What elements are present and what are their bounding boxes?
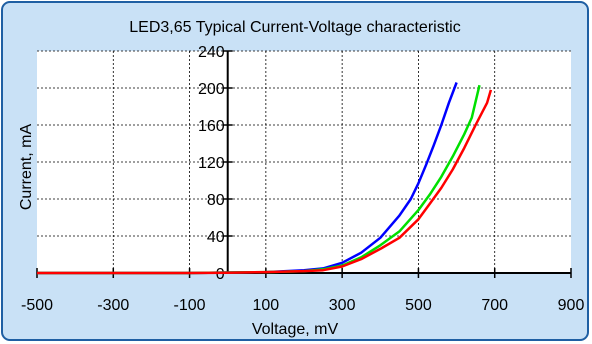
y-tick-label: 0 [216,266,225,283]
x-tick-label: 900 [558,297,585,314]
x-tick-label: -100 [174,297,206,314]
y-tick-label: 120 [198,155,225,172]
x-tick-label: -300 [97,297,129,314]
x-tick-label: -500 [21,297,53,314]
x-axis-label: Voltage, mV [251,321,339,338]
y-tick-label: 160 [198,118,225,135]
x-tick-label: 500 [405,297,432,314]
series-line-3 [37,89,493,275]
y-tick-label: 80 [207,192,225,209]
chart-plot: -500 -300 -100 100 300 500 700 900 0 40 80 120 160 20… [21,44,585,314]
chart-title: LED3,65 Typical Current-Voltage characte… [129,19,461,36]
y-tick-label: 240 [198,44,225,61]
x-tick-label: 700 [481,297,508,314]
y-tick-label: 40 [207,229,225,246]
x-tick-label: 100 [253,297,280,314]
y-tick-label: 200 [198,81,225,98]
x-tick-label: 300 [329,297,356,314]
